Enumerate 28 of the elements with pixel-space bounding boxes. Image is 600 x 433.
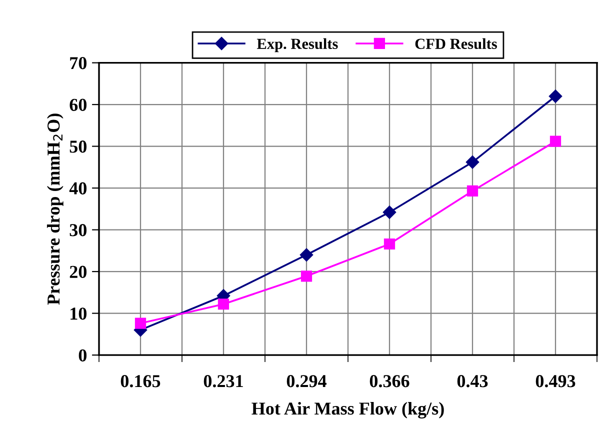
legend-label: CFD Results (415, 38, 497, 50)
y-tick-label: 0 (78, 349, 87, 362)
y-tick-label: 10 (70, 308, 87, 320)
y-tick-label: 50 (70, 140, 87, 153)
x-tick-label: 0.366 (370, 375, 410, 388)
point (466, 156, 480, 169)
x-tick-label: 0.493 (536, 375, 576, 388)
y-axis-title: Pressure drop (mmH$_{2}$O) (46, 114, 64, 305)
y-tick-label: 40 (69, 182, 87, 194)
y-tick-label: 30 (70, 224, 87, 236)
point (134, 318, 146, 329)
x-axis-title: Hot Air Mass Flow (kg/s) (252, 402, 444, 419)
y-tick-label: 60 (70, 98, 87, 111)
point (218, 298, 230, 310)
legend-label: Exp. Results (256, 38, 338, 52)
x-tick-label: 0.294 (286, 375, 326, 388)
point (382, 206, 396, 219)
point (300, 270, 312, 282)
y-tick-label: 70 (70, 57, 87, 70)
point (384, 238, 396, 250)
x-tick-label: 0.43 (457, 375, 488, 388)
point (466, 185, 478, 197)
point (548, 90, 562, 103)
x-tick-label: 0.165 (120, 375, 160, 388)
point (300, 248, 314, 262)
point (550, 136, 562, 147)
x-tick-label: 0.231 (204, 375, 243, 388)
y-tick-label: 20 (70, 266, 87, 278)
